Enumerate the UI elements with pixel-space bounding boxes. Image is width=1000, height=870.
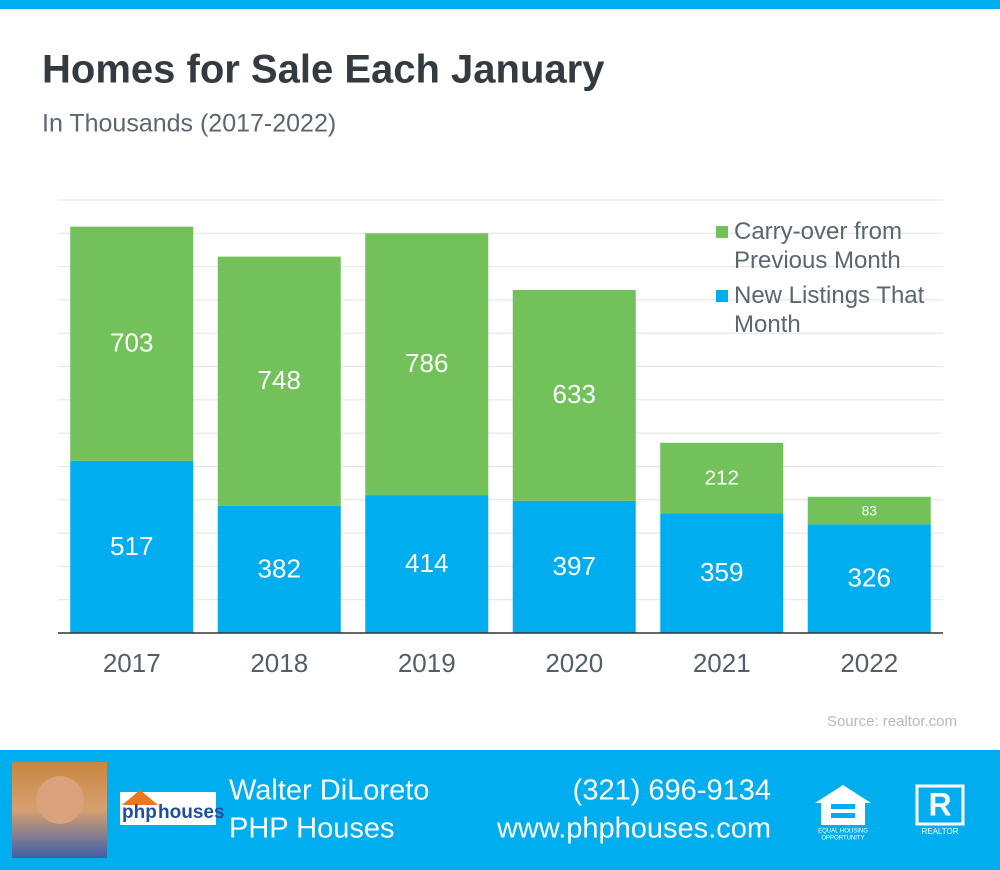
legend: Carry-over from Previous Month New Listin…	[716, 217, 956, 345]
realtor-r: R	[928, 786, 951, 822]
equal-housing-bar	[831, 804, 855, 809]
bar-segment	[217, 256, 341, 506]
company: PHP Houses	[229, 813, 395, 845]
data-label: 633	[553, 379, 596, 409]
logo-roof	[122, 790, 158, 805]
bar-segment	[512, 500, 636, 633]
bar-segment	[807, 524, 931, 633]
data-label: 83	[862, 502, 878, 518]
phone: (321) 696-9134	[573, 775, 771, 807]
legend-item: Carry-over from Previous Month	[716, 217, 956, 275]
logo-php: php	[122, 802, 157, 823]
data-label: 359	[700, 557, 743, 587]
bar-segment	[365, 233, 489, 496]
equal-housing-bar	[831, 813, 855, 818]
x-tick-label: 2021	[693, 648, 751, 678]
legend-swatch	[716, 290, 728, 302]
legend-item: New Listings That Month	[716, 281, 956, 339]
bar-segment	[217, 505, 341, 633]
data-label: 326	[848, 563, 891, 593]
realtor-box	[915, 784, 965, 826]
legend-label: New Listings That Month	[734, 282, 925, 338]
website: www.phphouses.com	[496, 813, 771, 845]
x-tick-label: 2022	[840, 648, 898, 678]
data-label: 703	[110, 328, 153, 358]
bar-segment	[660, 442, 784, 514]
data-label: 382	[258, 553, 301, 583]
chart-title: Homes for Sale Each January	[42, 48, 605, 92]
data-label: 397	[553, 551, 596, 581]
equal-housing-text: OPPORTUNITY	[821, 836, 864, 842]
data-label: 786	[405, 348, 448, 378]
bar-segment	[807, 496, 931, 525]
data-label: 748	[258, 365, 301, 395]
x-tick-label: 2017	[103, 648, 161, 678]
source: Source: realtor.com	[827, 713, 957, 730]
x-tick-label: 2019	[398, 648, 456, 678]
bar-segment	[70, 460, 194, 633]
legend-swatch	[716, 226, 728, 238]
bar-segment	[512, 289, 636, 501]
chart-subtitle: In Thousands (2017-2022)	[42, 110, 336, 138]
equal-housing-text: EQUAL HOUSING	[818, 829, 868, 835]
photo-face	[36, 776, 84, 824]
data-label: 414	[405, 548, 448, 578]
logo-houses: houses	[158, 802, 225, 823]
x-tick-label: 2018	[250, 648, 308, 678]
legend-label: Carry-over from Previous Month	[734, 218, 903, 274]
bar-segment	[365, 495, 489, 633]
footer: php houses Walter DiLoreto PHP Houses (3…	[0, 750, 1000, 870]
data-label: 517	[110, 531, 153, 561]
bar-segment	[70, 226, 194, 461]
x-tick-label: 2020	[545, 648, 603, 678]
data-label: 212	[705, 467, 739, 490]
plot: 517 703 2017 382 748 2018 414 786 2019 397 633 2020…	[58, 199, 943, 678]
agent-name: Walter DiLoreto	[229, 775, 429, 807]
top-stripe	[0, 0, 1000, 9]
realtor-text: REALTOR	[921, 827, 958, 836]
bar-segment	[660, 513, 784, 633]
